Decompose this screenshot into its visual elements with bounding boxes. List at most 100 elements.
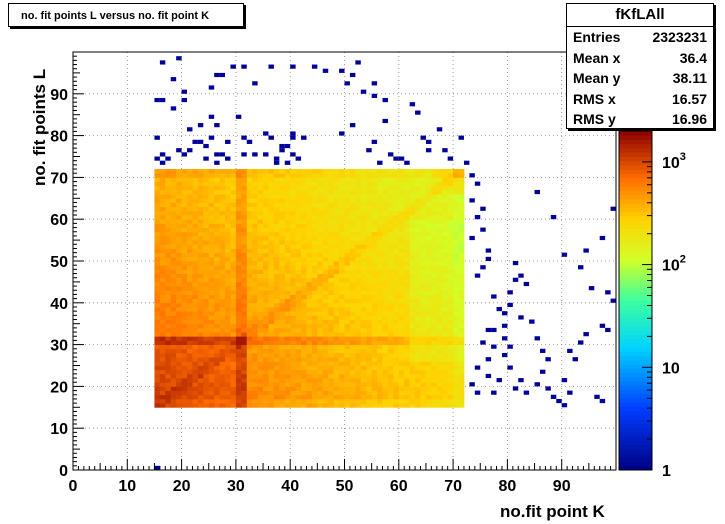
heatmap-cell	[235, 248, 242, 254]
heatmap-cell	[279, 256, 286, 262]
heatmap-cell	[431, 398, 438, 404]
heatmap-cell	[165, 302, 172, 308]
heatmap-cell	[442, 219, 449, 224]
palette-segment	[619, 270, 652, 276]
heatmap-cell	[442, 169, 449, 174]
sparse-bin	[583, 332, 589, 337]
heatmap-cell	[436, 185, 443, 191]
heatmap-cell	[284, 394, 291, 400]
heatmap-cell	[203, 352, 210, 358]
heatmap-cell	[431, 206, 438, 212]
heatmap-cell	[387, 252, 394, 258]
heatmap-cell	[382, 235, 389, 241]
heatmap-cell	[344, 394, 351, 400]
heatmap-cell	[453, 398, 459, 404]
heatmap-cell	[284, 386, 291, 391]
heatmap-cell	[398, 189, 405, 195]
heatmap-cell	[219, 357, 226, 362]
heatmap-cell	[458, 319, 465, 325]
heatmap-cell	[214, 173, 221, 178]
heatmap-cell	[159, 357, 166, 362]
heatmap-cell	[165, 311, 172, 316]
heatmap-cell	[404, 273, 411, 279]
heatmap-cell	[176, 219, 182, 224]
heatmap-cell	[377, 394, 383, 400]
heatmap-cell	[366, 277, 373, 283]
heatmap-cell	[301, 311, 307, 316]
heatmap-cell	[371, 306, 378, 312]
heatmap-cell	[404, 398, 411, 404]
heatmap-cell	[371, 352, 378, 358]
heatmap-cell	[409, 273, 416, 279]
heatmap-cell	[279, 219, 286, 224]
heatmap-cell	[241, 340, 248, 345]
heatmap-cell	[279, 319, 286, 325]
heatmap-cell	[230, 336, 237, 341]
heatmap-cell	[317, 194, 324, 199]
heatmap-cell	[415, 169, 421, 174]
heatmap-cell	[306, 286, 313, 291]
heatmap-cell	[181, 277, 188, 283]
heatmap-cell	[279, 332, 286, 337]
heatmap-cell	[290, 290, 297, 295]
heatmap-cell	[219, 369, 226, 375]
heatmap-cell	[404, 315, 411, 320]
heatmap-cell	[404, 378, 411, 383]
heatmap-cell	[436, 219, 443, 224]
heatmap-cell	[230, 269, 237, 274]
heatmap-cell	[420, 344, 427, 350]
heatmap-cell	[290, 403, 297, 408]
heatmap-cell	[241, 361, 248, 366]
heatmap-cell	[301, 340, 307, 345]
heatmap-cell	[344, 281, 351, 287]
heatmap-cell	[382, 294, 389, 300]
heatmap-cell	[159, 290, 166, 295]
heatmap-cell	[453, 215, 459, 220]
heatmap-cell	[344, 302, 351, 308]
heatmap-cell	[404, 281, 411, 287]
sparse-bin	[290, 135, 296, 140]
heatmap-cell	[246, 373, 253, 379]
heatmap-cell	[208, 265, 215, 270]
heatmap-cell	[301, 323, 307, 329]
heatmap-cell	[225, 352, 231, 358]
heatmap-cell	[311, 248, 318, 254]
heatmap-cell	[333, 369, 340, 375]
heatmap-cell	[176, 235, 182, 241]
heatmap-cell	[387, 261, 394, 266]
heatmap-cell	[382, 340, 389, 345]
heatmap-cell	[355, 369, 362, 375]
sparse-bin	[583, 248, 589, 253]
heatmap-cell	[447, 252, 454, 258]
heatmap-cell	[409, 319, 416, 325]
heatmap-cell	[246, 352, 253, 358]
heatmap-cell	[225, 398, 231, 404]
heatmap-cell	[420, 327, 427, 333]
heatmap-cell	[154, 344, 161, 350]
heatmap-cell	[333, 319, 340, 325]
heatmap-cell	[290, 286, 297, 291]
heatmap-cell	[273, 173, 280, 178]
heatmap-cell	[197, 261, 204, 266]
heatmap-cell	[219, 252, 226, 258]
heatmap-cell	[442, 319, 449, 325]
palette-segment	[619, 453, 652, 458]
heatmap-cell	[257, 223, 264, 228]
heatmap-cell	[404, 269, 411, 274]
heatmap-cell	[176, 189, 182, 195]
heatmap-cell	[187, 181, 193, 187]
sparse-bin	[398, 156, 405, 161]
sparse-bin	[235, 114, 242, 119]
heatmap-cell	[453, 348, 459, 354]
heatmap-cell	[317, 378, 324, 383]
heatmap-cell	[328, 194, 335, 199]
heatmap-cell	[311, 382, 318, 387]
heatmap-cell	[431, 390, 438, 396]
heatmap-cell	[187, 327, 193, 333]
sparse-bin	[382, 97, 388, 103]
heatmap-cell	[279, 215, 286, 220]
heatmap-cell	[241, 348, 248, 354]
sparse-bin	[181, 89, 188, 94]
heatmap-cell	[165, 294, 172, 300]
heatmap-cell	[425, 189, 432, 195]
